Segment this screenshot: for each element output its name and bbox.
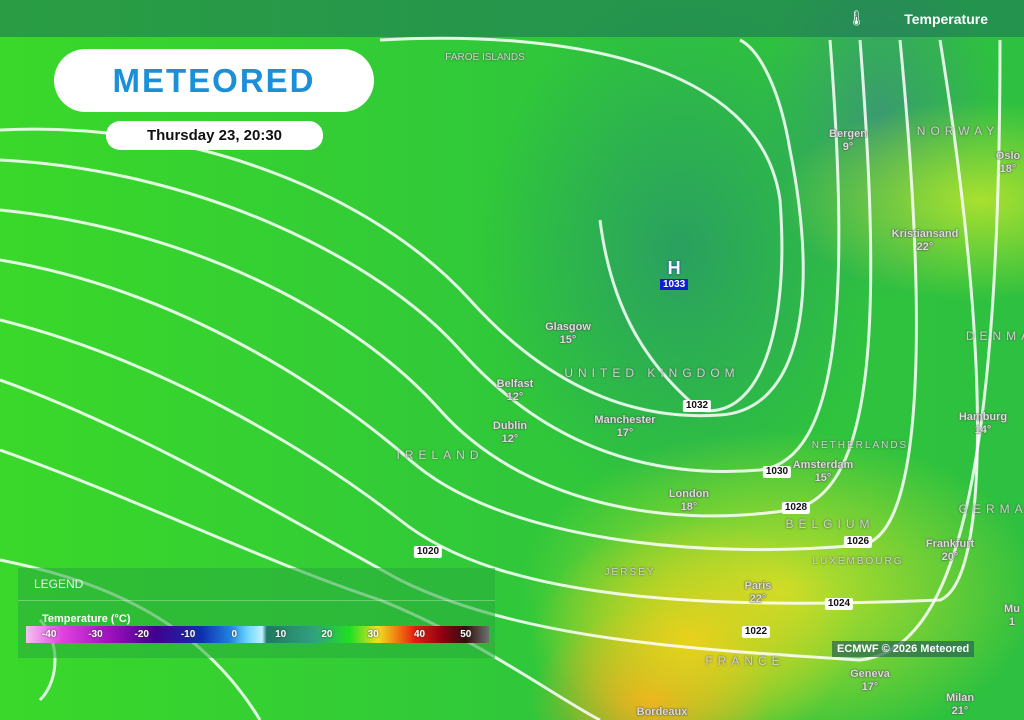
city-label[interactable]: Manchester 17° bbox=[594, 414, 656, 439]
region-label: GERMAN bbox=[958, 502, 1024, 516]
meteored-logo[interactable]: METEORED bbox=[54, 49, 374, 112]
high-pressure-marker: H 1033 bbox=[660, 258, 689, 290]
scale-tick: 40 bbox=[413, 629, 426, 640]
region-label: DENMA bbox=[965, 329, 1024, 343]
scale-tick: -20 bbox=[134, 629, 149, 640]
region-label: UNITED KINGDOM bbox=[564, 366, 740, 380]
region-label: NETHERLANDS bbox=[811, 440, 909, 451]
isobar bbox=[0, 38, 805, 418]
isobar bbox=[0, 39, 873, 518]
legend-title: LEGEND bbox=[34, 577, 84, 591]
region-label: FRANCE bbox=[705, 654, 785, 668]
isobar-label: 1032 bbox=[682, 400, 712, 412]
city-label[interactable]: Oslo 18° bbox=[995, 150, 1021, 175]
scale-tick: 0 bbox=[231, 629, 238, 640]
isobar-label: 1026 bbox=[843, 536, 873, 548]
isobar-label: 1020 bbox=[413, 546, 443, 558]
isobar-label: 1024 bbox=[824, 598, 854, 610]
scale-tick: 20 bbox=[321, 629, 333, 640]
legend-unit-label: Temperature (°C) bbox=[42, 613, 131, 625]
isobar bbox=[0, 39, 918, 552]
scale-tick: -30 bbox=[88, 629, 103, 640]
isobar bbox=[379, 36, 784, 413]
city-label[interactable]: Mu 1 bbox=[1004, 603, 1020, 628]
forecast-time-selector[interactable]: Thursday 23, 20:30 bbox=[106, 121, 323, 150]
data-credit: ECMWF © 2026 Meteored bbox=[832, 641, 975, 657]
top-bar: 🌡 Temperature bbox=[0, 0, 1024, 37]
city-label[interactable]: Kristiansand 22° bbox=[891, 228, 959, 253]
scale-tick: 10 bbox=[275, 629, 287, 640]
temperature-color-scale: -40 -30 -20 -10 0 10 20 30 40 50 bbox=[26, 626, 489, 643]
city-label[interactable]: Amsterdam 15° bbox=[792, 459, 854, 484]
legend-panel: LEGEND Temperature (°C) -40 -30 -20 -10 … bbox=[18, 568, 495, 658]
isobar bbox=[0, 39, 1002, 662]
region-label: LUXEMBOURG bbox=[812, 556, 904, 567]
city-label[interactable]: Frankfurt 20° bbox=[925, 538, 975, 563]
logo-text: METEORED bbox=[112, 61, 316, 99]
scale-tick: -10 bbox=[180, 629, 196, 640]
city-label[interactable]: Paris 22° bbox=[744, 580, 772, 605]
scale-tick: 50 bbox=[460, 629, 472, 640]
scale-tick: 30 bbox=[367, 629, 379, 640]
scale-tick: -40 bbox=[41, 629, 57, 640]
high-value: 1033 bbox=[660, 279, 689, 290]
region-label: BELGIUM bbox=[785, 517, 875, 531]
region-label: NORWAY bbox=[916, 124, 1000, 138]
isobar bbox=[0, 39, 979, 605]
region-label: IRELAND bbox=[396, 448, 484, 462]
region-label: FAROE ISLANDS bbox=[445, 52, 525, 63]
city-label[interactable]: Bergen 9° bbox=[829, 128, 867, 153]
city-label[interactable]: London 18° bbox=[668, 488, 710, 513]
region-label: JERSEY bbox=[604, 567, 656, 578]
high-symbol: H bbox=[667, 258, 681, 278]
city-label[interactable]: Belfast 12° bbox=[496, 378, 534, 403]
isobar bbox=[0, 39, 841, 473]
city-label[interactable]: Geneva 17° bbox=[850, 668, 890, 693]
city-label[interactable]: Milan 21° bbox=[945, 692, 975, 717]
city-label[interactable]: Dublin 12° bbox=[492, 420, 528, 445]
thermometer-icon[interactable]: 🌡 bbox=[846, 10, 866, 27]
layer-selector[interactable]: Temperature bbox=[904, 11, 988, 27]
isobar-label: 1030 bbox=[762, 466, 792, 478]
city-label[interactable]: Bordeaux bbox=[636, 706, 688, 718]
divider bbox=[18, 600, 495, 601]
isobar-label: 1028 bbox=[781, 502, 811, 514]
city-label[interactable]: Glasgow 15° bbox=[545, 321, 591, 346]
city-label[interactable]: Hamburg 14° bbox=[958, 411, 1008, 436]
isobar-label: 1022 bbox=[741, 626, 771, 638]
